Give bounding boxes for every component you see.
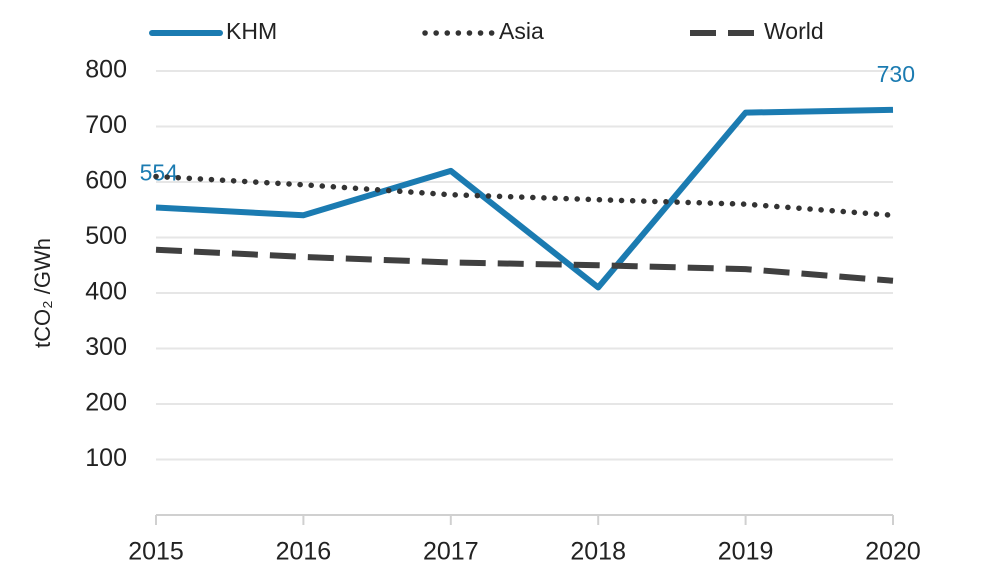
data-label: 554 [140, 160, 179, 186]
x-tick-label: 2017 [423, 538, 479, 566]
data-label: 730 [877, 61, 915, 87]
y-tick-label: 700 [85, 111, 127, 139]
x-tick-label: 2019 [718, 538, 774, 566]
y-axis-label: tCO₂ /GWh [30, 238, 55, 348]
legend-label: Asia [499, 18, 544, 44]
x-tick-label: 2018 [570, 538, 626, 566]
x-tick-label: 2020 [865, 538, 921, 566]
y-tick-label: 400 [85, 278, 127, 306]
y-tick-label: 200 [85, 389, 127, 417]
legend-label: KHM [226, 18, 277, 44]
y-tick-label: 600 [85, 167, 127, 195]
x-tick-label: 2016 [276, 538, 332, 566]
y-tick-label: 800 [85, 56, 127, 84]
x-tick-label: 2015 [128, 538, 184, 566]
y-tick-label: 300 [85, 333, 127, 361]
y-tick-label: 500 [85, 222, 127, 250]
series-line [153, 173, 896, 219]
series-line [155, 246, 894, 284]
y-tick-label: 100 [85, 444, 127, 472]
series-line [155, 106, 894, 291]
legend-label: World [764, 18, 824, 44]
